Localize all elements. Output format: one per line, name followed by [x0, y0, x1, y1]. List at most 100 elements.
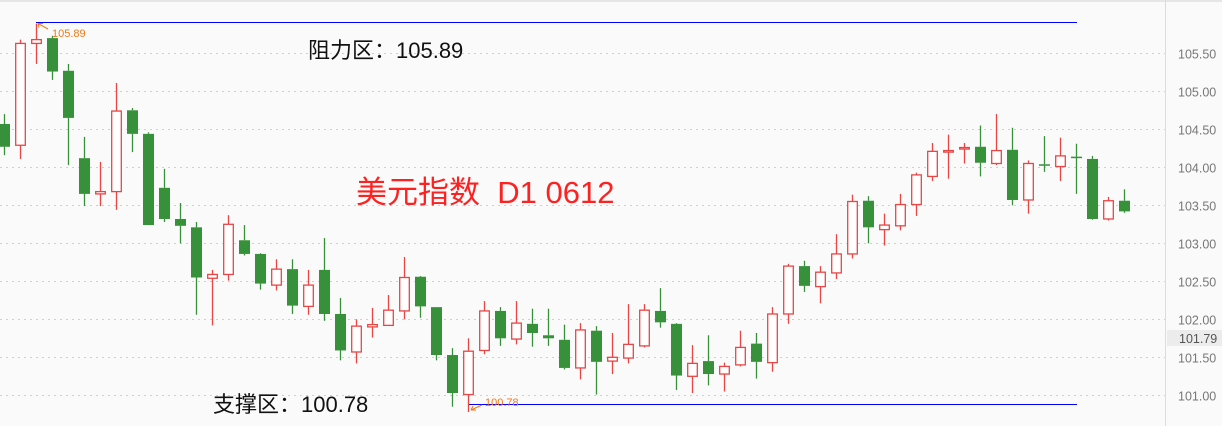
candle [495, 307, 506, 346]
candle [63, 63, 74, 166]
candle-body-down [255, 253, 266, 284]
candle [79, 136, 90, 207]
candle [431, 307, 442, 361]
candle-body-up [959, 146, 970, 150]
candle [223, 215, 234, 281]
candle-body-up [687, 362, 698, 377]
candle [1119, 189, 1130, 213]
candle [1087, 155, 1098, 220]
candle-body-down [703, 361, 714, 375]
candle-body-up [815, 271, 826, 288]
candle-body-down [1087, 158, 1098, 219]
candle [0, 114, 10, 156]
candle-body-down [527, 323, 538, 333]
candle [911, 172, 922, 216]
candle-body-up [399, 276, 410, 312]
candle-body-down [287, 269, 298, 306]
candle [671, 323, 682, 390]
candle-body-down [543, 335, 554, 339]
candle-body-up [623, 343, 634, 359]
candle-body-down [0, 123, 10, 147]
candle [1055, 137, 1066, 181]
candle-body-up [511, 322, 522, 340]
candle-body-up [879, 224, 890, 231]
y-tick-label: 101.00 [1178, 390, 1216, 404]
candle [943, 134, 954, 179]
level-lines [36, 22, 1077, 411]
candle-body-up [607, 356, 618, 362]
candle-body-up [575, 329, 586, 369]
chart-title: 美元指数 D1 0612 [356, 175, 614, 210]
candle-body-up [943, 149, 954, 153]
candle [191, 222, 202, 315]
candle-body-down [1039, 164, 1050, 166]
candle [1039, 136, 1050, 172]
candle [143, 132, 154, 226]
candle [783, 263, 794, 324]
candle [319, 237, 330, 321]
support-arrow-icon [470, 404, 483, 411]
candle [255, 253, 266, 290]
candle [639, 304, 650, 348]
current-price-tag: 101.79 [1167, 330, 1222, 346]
candle [703, 335, 714, 386]
candle [687, 345, 698, 394]
candle-body-down [239, 240, 250, 254]
y-tick-label: 105.00 [1178, 86, 1216, 100]
candle [95, 161, 106, 207]
candle [127, 108, 138, 153]
y-tick-label: 104.00 [1178, 162, 1216, 176]
candle-body-up [31, 38, 42, 45]
candle [559, 324, 570, 370]
candle-body-down [335, 313, 346, 351]
candle [287, 259, 298, 314]
candle-body-up [383, 309, 394, 327]
candle [175, 203, 186, 244]
candle [1071, 143, 1082, 194]
candle-body-up [927, 150, 938, 178]
candle [271, 259, 282, 291]
candle-body-up [15, 42, 26, 146]
candle [303, 269, 314, 315]
candle [543, 308, 554, 346]
candle-body-up [1103, 200, 1114, 220]
candle-body-up [207, 273, 218, 279]
candle-body-down [159, 187, 170, 219]
candle [719, 362, 730, 392]
candle [207, 269, 218, 326]
candle [111, 82, 122, 210]
candle [47, 35, 58, 80]
candle [655, 288, 666, 328]
y-tick-label: 103.00 [1178, 238, 1216, 252]
candle-body-down [175, 218, 186, 226]
candle [847, 194, 858, 259]
candle [623, 304, 634, 364]
candle [815, 266, 826, 304]
candle-body-up [735, 346, 746, 366]
candle-body-up [783, 265, 794, 315]
candle-body-down [863, 200, 874, 228]
current-price-box [1167, 330, 1222, 346]
candle [751, 332, 762, 379]
resistance-arrow-icon [37, 23, 49, 30]
candle-body-up [223, 223, 234, 276]
candle-body-up [479, 310, 490, 352]
candle [1007, 127, 1018, 206]
candle [399, 256, 410, 320]
candle [575, 323, 586, 380]
y-tick-label: 102.00 [1178, 314, 1216, 328]
candle-body-up [719, 365, 730, 375]
candle-body-down [495, 310, 506, 339]
candle-body-up [271, 268, 282, 286]
candle [591, 326, 602, 395]
candle [991, 114, 1002, 166]
candle [1023, 160, 1034, 214]
candle [927, 142, 938, 181]
candle-body-down [191, 227, 202, 278]
y-tick-label: 102.50 [1178, 276, 1216, 290]
candle-body-up [303, 284, 314, 308]
candle-body-down [319, 269, 330, 314]
candle-body-down [591, 330, 602, 362]
candle [799, 260, 810, 292]
